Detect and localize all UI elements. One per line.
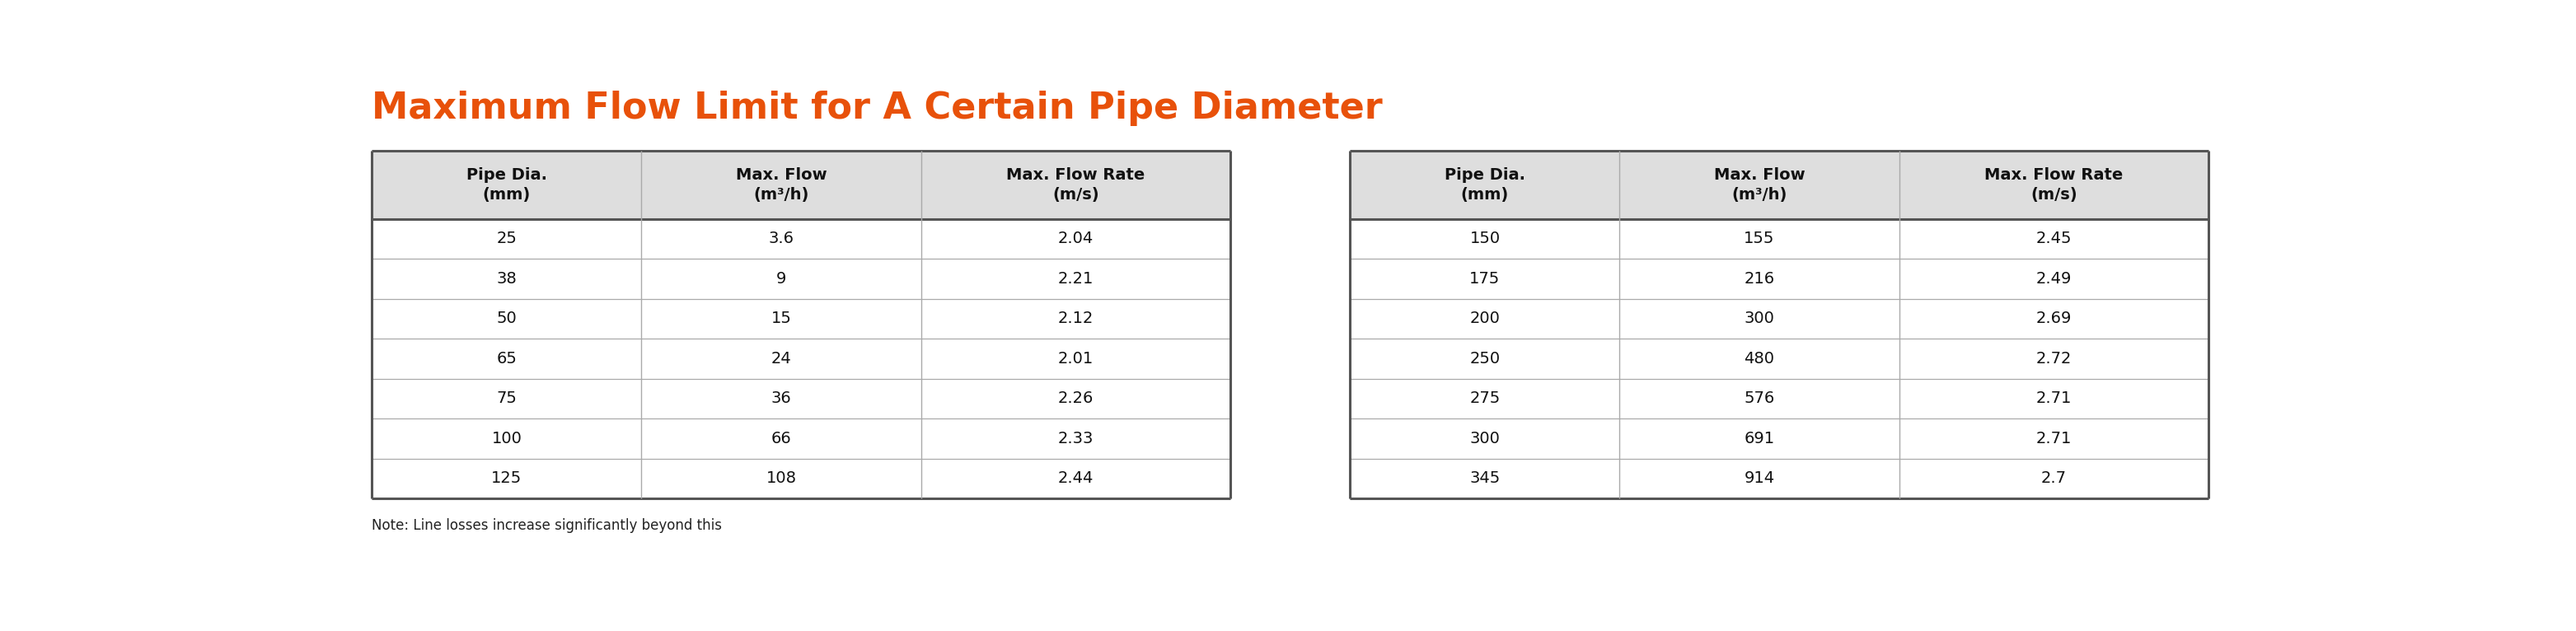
Text: 2.71: 2.71 — [2035, 391, 2071, 406]
Text: 108: 108 — [765, 471, 796, 487]
Text: 250: 250 — [1468, 351, 1499, 367]
Text: 50: 50 — [497, 311, 518, 327]
Text: Pipe Dia.
(mm): Pipe Dia. (mm) — [1445, 167, 1525, 203]
Text: 100: 100 — [492, 431, 523, 446]
Text: 175: 175 — [1468, 271, 1499, 286]
Text: 2.26: 2.26 — [1059, 391, 1095, 406]
Text: 2.49: 2.49 — [2035, 271, 2071, 286]
Text: Max. Flow
(m³/h): Max. Flow (m³/h) — [737, 167, 827, 203]
Text: 2.01: 2.01 — [1059, 351, 1092, 367]
Text: 150: 150 — [1468, 231, 1499, 247]
Text: 2.72: 2.72 — [2035, 351, 2071, 367]
Text: 2.7: 2.7 — [2040, 471, 2066, 487]
Text: Pipe Dia.
(mm): Pipe Dia. (mm) — [466, 167, 546, 203]
Text: Max. Flow Rate
(m/s): Max. Flow Rate (m/s) — [1007, 167, 1144, 203]
Text: 200: 200 — [1471, 311, 1499, 327]
Text: 2.44: 2.44 — [1059, 471, 1095, 487]
Text: 3.6: 3.6 — [768, 231, 793, 247]
Text: 75: 75 — [497, 391, 518, 406]
Text: 216: 216 — [1744, 271, 1775, 286]
Text: 2.45: 2.45 — [2035, 231, 2071, 247]
Text: Max. Flow Rate
(m/s): Max. Flow Rate (m/s) — [1984, 167, 2123, 203]
Text: Note: Line losses increase significantly beyond this: Note: Line losses increase significantly… — [371, 518, 721, 533]
Text: 65: 65 — [497, 351, 518, 367]
Text: 25: 25 — [497, 231, 518, 247]
Text: 36: 36 — [770, 391, 791, 406]
Text: 38: 38 — [497, 271, 518, 286]
Text: Maximum Flow Limit for A Certain Pipe Diameter: Maximum Flow Limit for A Certain Pipe Di… — [371, 90, 1383, 126]
Text: 15: 15 — [770, 311, 791, 327]
Text: 155: 155 — [1744, 231, 1775, 247]
Text: 24: 24 — [770, 351, 791, 367]
Text: 691: 691 — [1744, 431, 1775, 446]
Text: 275: 275 — [1468, 391, 1499, 406]
Text: 480: 480 — [1744, 351, 1775, 367]
Text: 66: 66 — [770, 431, 791, 446]
Text: 2.69: 2.69 — [2035, 311, 2071, 327]
Text: 2.12: 2.12 — [1059, 311, 1095, 327]
Text: 914: 914 — [1744, 471, 1775, 487]
Text: 2.21: 2.21 — [1059, 271, 1095, 286]
Text: 2.71: 2.71 — [2035, 431, 2071, 446]
Text: 125: 125 — [492, 471, 523, 487]
Text: 300: 300 — [1471, 431, 1499, 446]
Text: 2.33: 2.33 — [1059, 431, 1095, 446]
Text: 300: 300 — [1744, 311, 1775, 327]
Text: 9: 9 — [775, 271, 786, 286]
Bar — [1350, 151, 2208, 219]
Text: 576: 576 — [1744, 391, 1775, 406]
Text: 2.04: 2.04 — [1059, 231, 1092, 247]
Bar — [371, 151, 1231, 219]
Text: Max. Flow
(m³/h): Max. Flow (m³/h) — [1713, 167, 1806, 203]
Text: 345: 345 — [1468, 471, 1499, 487]
